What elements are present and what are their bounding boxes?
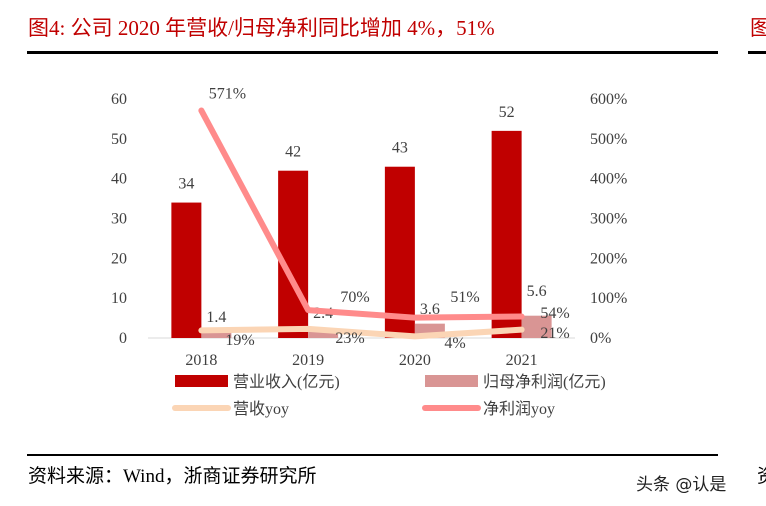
legend-label: 净利润yoy — [483, 400, 555, 418]
bar-data-label: 42 — [285, 144, 301, 161]
x-tick-label: 2021 — [506, 352, 538, 369]
left-tick-label: 0 — [119, 330, 127, 347]
bar-data-label: 34 — [178, 176, 194, 193]
title-rule — [27, 51, 718, 54]
bar-revenue — [491, 130, 522, 338]
line-data-label: 51% — [450, 289, 479, 306]
bar-revenue — [384, 166, 415, 338]
x-tick-label: 2020 — [399, 352, 431, 369]
right-tick-label: 0% — [590, 330, 611, 347]
right-tick-label: 600% — [590, 91, 627, 108]
line-data-label: 23% — [335, 330, 364, 347]
right-tick-label: 300% — [590, 211, 627, 228]
bar-revenue — [171, 202, 202, 338]
right-tick-label: 400% — [590, 171, 627, 188]
line-net-profit-yoy — [198, 107, 525, 321]
right-tick-label: 100% — [590, 290, 627, 307]
legend-label: 归母净利润(亿元) — [483, 373, 606, 391]
x-tick-label: 2019 — [292, 352, 324, 369]
left-tick-label: 50 — [111, 131, 127, 148]
line-data-label: 19% — [225, 332, 254, 349]
line-revenue-yoy — [198, 325, 525, 340]
bar-data-label: 5.6 — [527, 283, 547, 300]
figure-title: 图4: 公司 2020 年营收/归母净利同比增加 4%，51% — [28, 16, 495, 40]
left-tick-label: 20 — [111, 250, 127, 267]
next-source-fragment: 资 — [757, 461, 766, 488]
bar-data-label: 52 — [499, 104, 515, 121]
bar-data-label: 3.6 — [420, 301, 440, 318]
bar-data-label: 1.4 — [206, 309, 226, 326]
legend-swatch — [175, 375, 228, 387]
right-tick-label: 500% — [590, 131, 627, 148]
left-tick-label: 30 — [111, 211, 127, 228]
line-data-label: 4% — [444, 335, 465, 352]
bar-net-profit — [308, 328, 339, 338]
right-tick-label: 200% — [590, 250, 627, 267]
legend-swatch — [425, 375, 478, 387]
bar-net-profit — [201, 332, 232, 338]
line-data-label: 21% — [540, 325, 569, 342]
line-data-label: 54% — [540, 305, 569, 322]
next-title-rule — [748, 51, 766, 54]
line-data-label: 571% — [209, 86, 246, 103]
source-rule — [27, 454, 718, 456]
legend-label: 营收yoy — [233, 400, 289, 418]
left-tick-label: 60 — [111, 91, 127, 108]
x-tick-label: 2018 — [185, 352, 217, 369]
bar-revenue — [278, 170, 309, 338]
left-tick-label: 40 — [111, 171, 127, 188]
legend-label: 营业收入(亿元) — [233, 373, 340, 391]
bar-net-profit — [521, 315, 552, 338]
source-note: 资料来源：Wind，浙商证券研究所 — [28, 466, 317, 487]
watermark: 头条 @认是 — [636, 475, 727, 495]
next-figure-title-fragment: 图 — [750, 16, 766, 40]
line-data-label: 70% — [340, 289, 369, 306]
left-tick-label: 10 — [111, 290, 127, 307]
bar-data-label: 43 — [392, 140, 408, 157]
